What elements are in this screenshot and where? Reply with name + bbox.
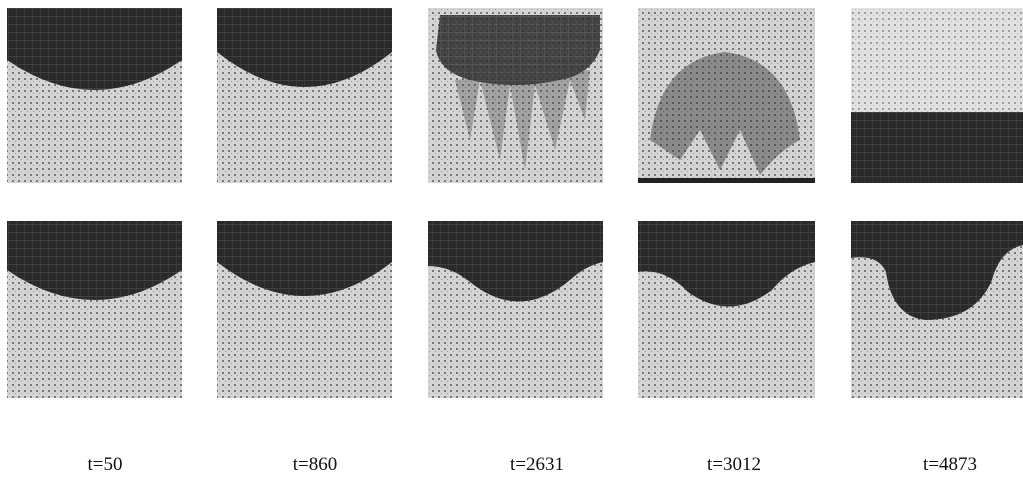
panel-top-1 bbox=[7, 8, 182, 183]
panel-bottom-5 bbox=[851, 221, 1023, 398]
time-label: t=3012 bbox=[707, 454, 761, 475]
time-label: t=2631 bbox=[510, 454, 564, 475]
panel-bottom-2 bbox=[217, 221, 392, 398]
panel-top-3 bbox=[428, 8, 603, 183]
panel-bottom-1 bbox=[7, 221, 182, 398]
panel-top-4 bbox=[638, 8, 815, 183]
time-label: t=50 bbox=[88, 454, 123, 475]
panel-bottom-3 bbox=[428, 221, 603, 398]
panel-bottom-4 bbox=[638, 221, 815, 398]
time-label: t=4873 bbox=[923, 454, 977, 475]
time-label: t=860 bbox=[293, 454, 338, 475]
panel-top-5 bbox=[851, 8, 1023, 183]
panel-top-2 bbox=[217, 8, 392, 183]
